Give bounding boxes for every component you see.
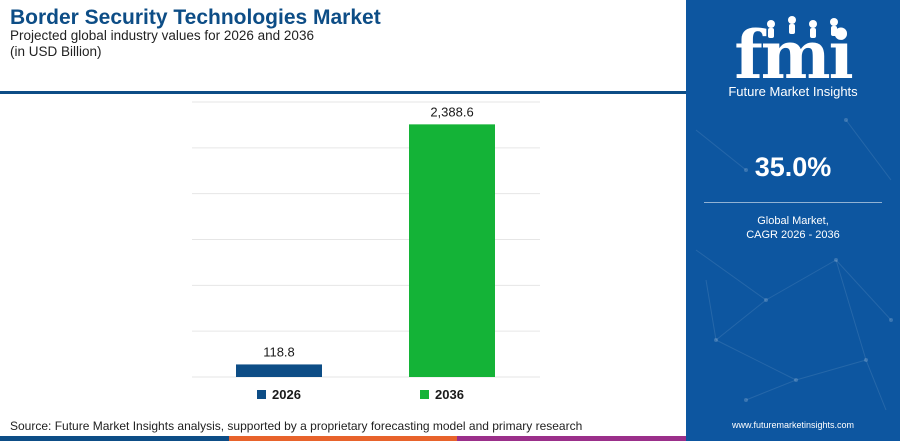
chart-area: 118.8 2,388.6 [0, 94, 686, 404]
header-divider [0, 91, 686, 94]
source-note: Source: Future Market Insights analysis,… [10, 419, 583, 433]
legend-item-2026: 2026 [257, 387, 301, 402]
legend-swatch-2026 [257, 390, 266, 399]
data-label-2036: 2,388.6 [430, 104, 473, 119]
data-label-2026: 118.8 [263, 344, 295, 359]
footer-bar-segment-purple [457, 436, 686, 441]
chart-legend: 2026 2036 [0, 387, 686, 407]
chart-unit: (in USD Billion) [10, 44, 102, 59]
chart-header: Border Security Technologies Market Proj… [0, 0, 686, 94]
bar-chart: 118.8 2,388.6 [192, 101, 540, 378]
fmi-logo-figures [767, 16, 838, 38]
legend-item-2036: 2036 [420, 387, 464, 402]
bar-2026 [236, 364, 322, 377]
fmi-logo: fmi [734, 16, 855, 94]
bar-2036 [409, 124, 495, 377]
legend-label-2026: 2026 [272, 387, 301, 402]
sidebar-panel: fmi Future Market Insights 35.0% Global … [686, 0, 900, 441]
website-url: www.futuremarketinsights.com [731, 420, 855, 430]
cagr-label-line1: Global Market, [757, 215, 829, 227]
cagr-label-line2: CAGR 2026 - 2036 [746, 229, 840, 241]
footer-bar-segment-blue [0, 436, 229, 441]
network-pattern [695, 118, 893, 411]
legend-label-2036: 2036 [435, 387, 464, 402]
fmi-logo-subtitle: Future Market Insights [728, 84, 858, 99]
footer-bar-segment-orange [229, 436, 457, 441]
legend-swatch-2036 [420, 390, 429, 399]
chart-title: Border Security Technologies Market [10, 6, 381, 29]
sidebar-divider [704, 202, 882, 203]
cagr-value: 35.0% [754, 152, 832, 182]
footer-color-bar [0, 436, 686, 441]
chart-subtitle: Projected global industry values for 202… [10, 28, 314, 43]
